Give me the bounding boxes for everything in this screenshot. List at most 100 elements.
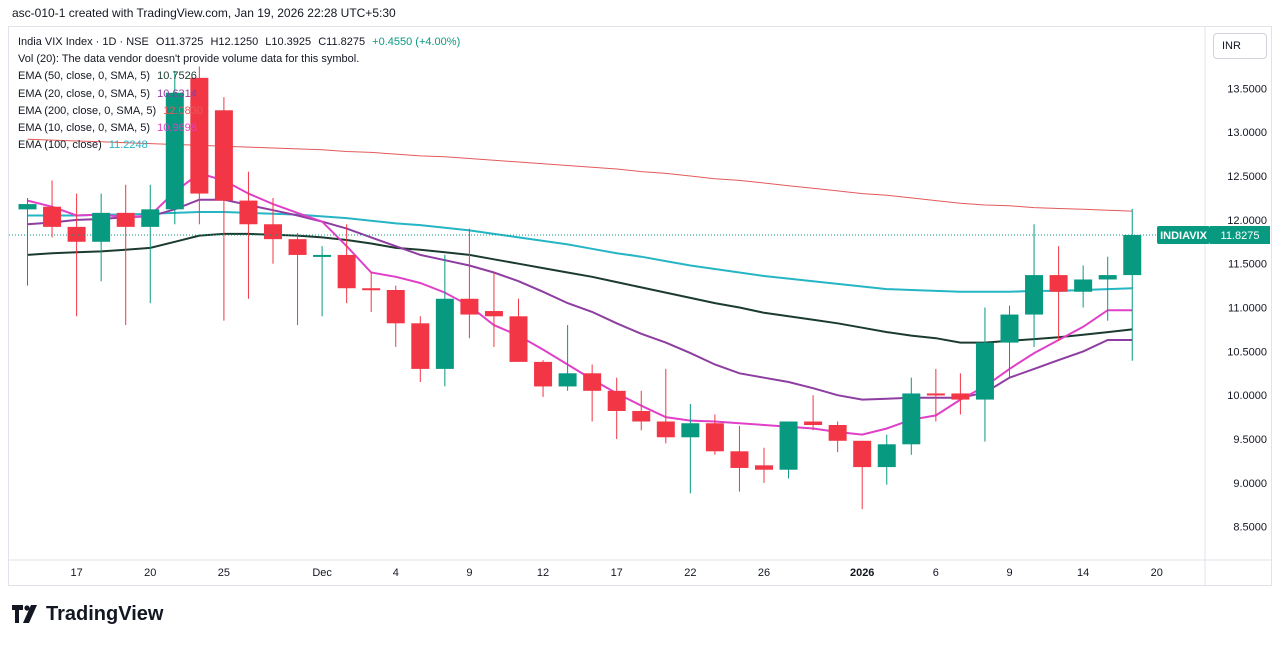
candle-body xyxy=(828,425,847,441)
candle-body xyxy=(92,212,111,242)
candle-body xyxy=(902,393,921,445)
indicator-value: 10.9698 xyxy=(157,122,197,135)
chart-caption: asc-010-1 created with TradingView.com, … xyxy=(12,6,396,20)
x-tick-label: 6 xyxy=(933,567,939,579)
candle-body xyxy=(460,298,479,315)
candle-body xyxy=(386,290,405,324)
y-tick-label: 11.5000 xyxy=(1228,259,1267,271)
candle-body xyxy=(607,390,626,411)
candle-body xyxy=(337,254,356,289)
currency-button[interactable]: INR xyxy=(1213,33,1267,59)
candle-body xyxy=(755,465,773,470)
indicator-value: 10.6314 xyxy=(157,87,197,100)
y-tick-label: 11.0000 xyxy=(1228,303,1267,315)
y-tick-label: 10.0000 xyxy=(1227,390,1267,402)
chart-frame[interactable]: INDIAVIX11.827514.000013.500013.000012.5… xyxy=(8,26,1272,586)
y-tick-label: 8.5000 xyxy=(1233,522,1267,534)
indicator-label: EMA (50, close, 0, SMA, 5) xyxy=(18,70,151,83)
last-price-tag xyxy=(1210,225,1270,244)
symbol-tag-label: INDIAVIX xyxy=(1160,230,1208,242)
price-chart[interactable]: INDIAVIX11.827514.000013.500013.000012.5… xyxy=(9,27,1271,585)
candle-body xyxy=(18,204,37,210)
candle-body xyxy=(116,212,135,227)
candle-body xyxy=(779,421,798,470)
candle-body xyxy=(534,361,553,387)
y-tick-label: 9.5000 xyxy=(1233,434,1267,446)
y-tick-label: 9.0000 xyxy=(1233,478,1267,490)
x-tick-label: 26 xyxy=(758,567,770,579)
x-tick-label: 9 xyxy=(1006,567,1012,579)
candle-body xyxy=(951,393,970,400)
candle-body xyxy=(705,423,724,452)
candle-body xyxy=(239,200,258,225)
indicator-ema200[interactable]: EMA (200, close, 0, SMA, 5) 12.0830 xyxy=(18,103,460,120)
indicator-ema50[interactable]: EMA (50, close, 0, SMA, 5) 10.7526 xyxy=(18,68,460,85)
ema10-line xyxy=(27,172,1133,436)
candle-body xyxy=(362,288,381,291)
y-tick-label: 13.5000 xyxy=(1227,83,1267,95)
symbol-tag xyxy=(1157,225,1210,244)
ema20-line xyxy=(27,198,1133,401)
candle-body xyxy=(975,342,994,400)
indicator-ema10[interactable]: EMA (10, close, 0, SMA, 5) 10.9698 xyxy=(18,120,460,137)
candle-body xyxy=(730,451,749,468)
candle-body xyxy=(1074,279,1093,292)
indicator-label: EMA (200, close, 0, SMA, 5) xyxy=(18,104,157,117)
chart-legend: India VIX Index · 1D · NSE O11.3725 H12.… xyxy=(18,34,460,154)
candle-body xyxy=(190,77,209,194)
candle-body xyxy=(558,373,577,387)
x-tick-label: 20 xyxy=(144,567,156,579)
ema100-line xyxy=(27,211,1133,293)
candle-body xyxy=(1025,275,1044,315)
candle-body xyxy=(484,311,503,317)
y-tick-label: 12.0000 xyxy=(1227,215,1267,227)
open-value: O11.3725 xyxy=(155,36,204,48)
indicator-value: 12.0830 xyxy=(163,104,203,117)
indicator-ema20[interactable]: EMA (20, close, 0, SMA, 5) 10.6314 xyxy=(18,86,460,103)
x-tick-label: 4 xyxy=(393,567,399,579)
indicator-label: EMA (100, close) xyxy=(18,139,102,152)
last-price-label: 11.8275 xyxy=(1221,230,1260,242)
candle-body xyxy=(509,316,528,362)
brand-name: TradingView xyxy=(46,603,164,625)
candle-body xyxy=(656,421,675,438)
symbol-row: India VIX Index · 1D · NSE O11.3725 H12.… xyxy=(18,34,460,51)
ema50-line xyxy=(27,232,1133,344)
high-value: H12.1250 xyxy=(210,36,259,48)
y-tick-label: 13.0000 xyxy=(1227,127,1267,139)
candle-body xyxy=(804,421,823,426)
x-tick-label: 25 xyxy=(218,567,230,579)
candle-body xyxy=(632,410,651,422)
y-tick-label: 10.5000 xyxy=(1227,346,1267,358)
candle-body xyxy=(141,209,160,227)
candle-body xyxy=(411,323,430,369)
tradingview-logo[interactable]: TradingView xyxy=(12,603,163,626)
volume-note: Vol (20): The data vendor doesn't provid… xyxy=(18,53,360,66)
candle-body xyxy=(583,373,602,391)
candle-body xyxy=(43,206,62,227)
x-tick-label: 12 xyxy=(537,567,549,579)
indicator-label: EMA (20, close, 0, SMA, 5) xyxy=(18,87,151,100)
x-tick-label: 20 xyxy=(1151,567,1163,579)
candle-body xyxy=(1123,234,1142,276)
x-tick-label: Dec xyxy=(312,567,332,579)
candle-body xyxy=(264,224,282,240)
ema200-line xyxy=(27,138,1133,212)
candle-body xyxy=(165,92,184,210)
y-tick-label: 12.5000 xyxy=(1227,171,1267,183)
x-tick-label: 22 xyxy=(684,567,696,579)
symbol-line: India VIX Index · 1D · NSE xyxy=(18,36,149,48)
indicator-value: 10.7526 xyxy=(157,70,197,83)
x-tick-label: 17 xyxy=(70,567,82,579)
indicator-ema100[interactable]: EMA (100, close) 11.2248 xyxy=(18,137,460,154)
candle-body xyxy=(877,444,896,468)
candle-body xyxy=(288,239,307,255)
candle-body xyxy=(681,423,700,438)
x-tick-label: 2026 xyxy=(850,567,874,579)
candle-body xyxy=(1049,275,1068,292)
candle-body xyxy=(435,298,454,369)
candle-body xyxy=(1098,275,1117,280)
candle-body xyxy=(926,393,945,396)
x-tick-label: 9 xyxy=(466,567,472,579)
candle-body xyxy=(313,254,332,257)
